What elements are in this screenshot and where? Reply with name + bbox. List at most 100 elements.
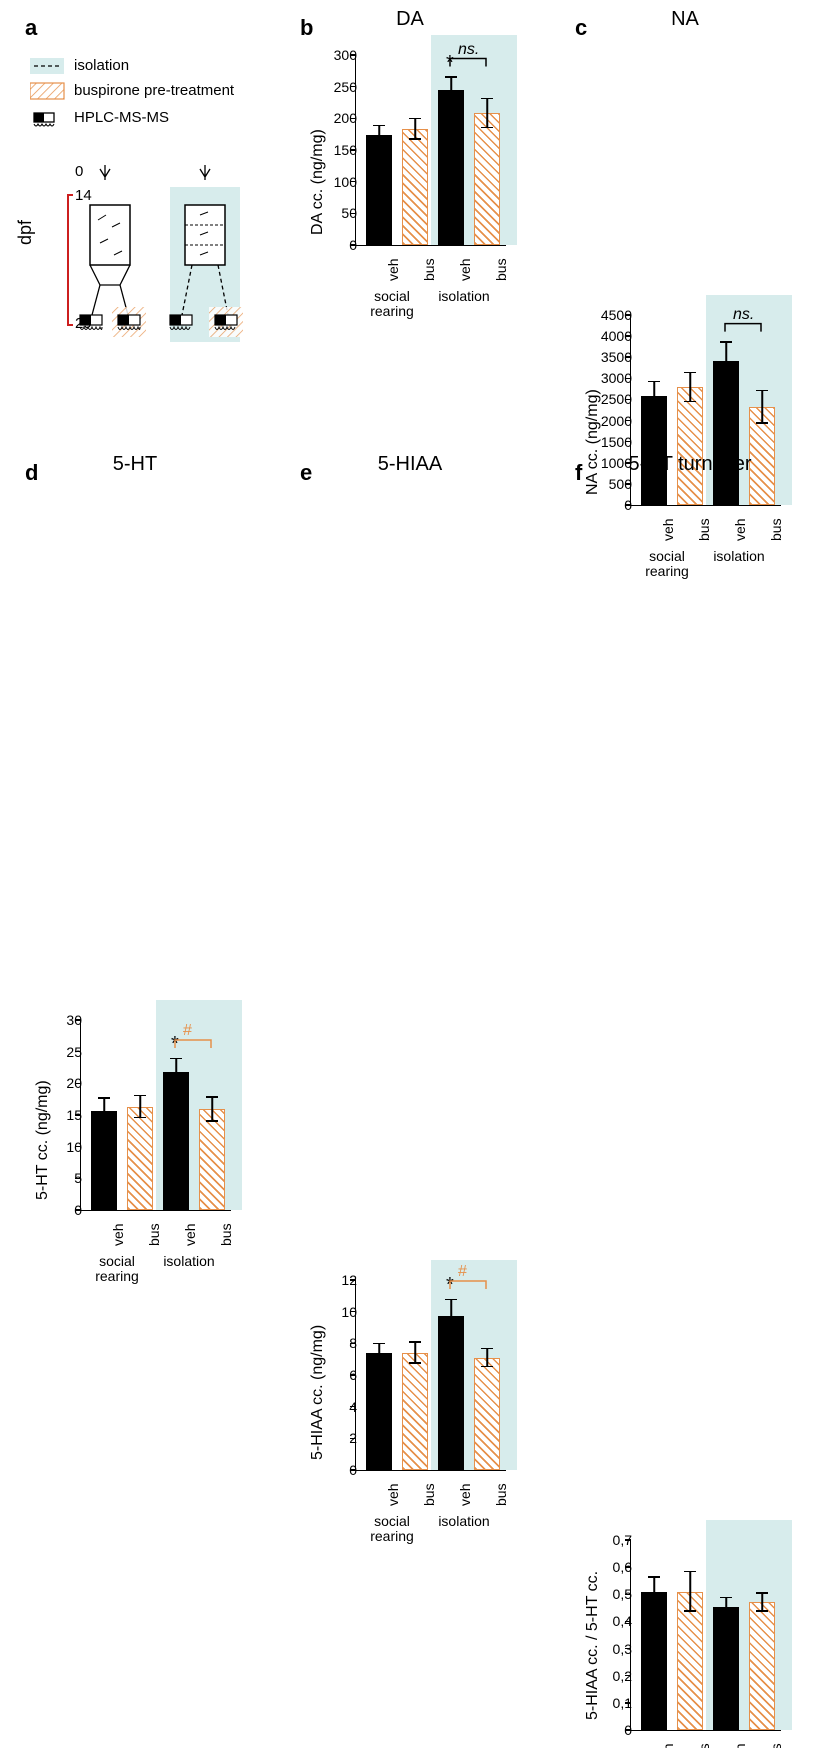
x-group-isolation: isolation: [429, 1514, 499, 1529]
x-group-isolation: isolation: [429, 289, 499, 304]
bar: [438, 90, 464, 245]
y-tick-label: 4: [349, 1399, 357, 1415]
y-tick-label: 4500: [601, 307, 632, 323]
error-cap: [373, 1343, 385, 1345]
error-bar: [486, 1348, 488, 1367]
x-category-label: bus: [768, 1743, 784, 1748]
error-cap: [98, 1122, 110, 1124]
panel-letter-b: b: [300, 15, 313, 41]
error-cap: [445, 1299, 457, 1301]
error-cap: [648, 409, 660, 411]
dpf-axis-label: dpf: [15, 220, 36, 245]
error-bar: [450, 1299, 452, 1334]
error-cap: [684, 401, 696, 403]
bar: [474, 113, 500, 245]
significance-star: *: [446, 1274, 454, 1297]
error-bar: [103, 1098, 105, 1123]
figure-root: a isolation buspirone pre-treatment H: [0, 0, 837, 874]
x-group-social: socialrearing: [632, 549, 702, 580]
y-tick-label: 100: [334, 174, 357, 190]
panel-letter-d: d: [25, 460, 38, 486]
bar: [677, 387, 703, 505]
bracket-label: ns.: [733, 306, 754, 324]
y-axis-title: 5-HIAA cc. (ng/mg): [309, 1325, 327, 1460]
y-tick-label: 10: [341, 1304, 357, 1320]
error-cap: [756, 390, 768, 392]
error-cap: [206, 1096, 218, 1098]
y-tick-label: 4000: [601, 328, 632, 344]
error-bar: [175, 1058, 177, 1086]
error-cap: [481, 1348, 493, 1350]
error-cap: [170, 1058, 182, 1060]
panel-letter-a: a: [25, 15, 37, 41]
x-category-label: bus: [421, 258, 437, 281]
y-tick-label: 0,1: [613, 1695, 632, 1711]
y-tick-label: 10: [66, 1139, 82, 1155]
bar: [366, 1353, 392, 1470]
bar: [438, 1316, 464, 1470]
error-cap: [684, 372, 696, 374]
x-category-label: bus: [218, 1223, 234, 1246]
legend-isolation-label: isolation: [74, 57, 129, 74]
panel-f: 00,10,20,30,40,50,60,75-HIAA cc. / 5-HT …: [580, 1520, 790, 1748]
error-cap: [409, 1341, 421, 1343]
dpf-tick-14: 14: [75, 187, 92, 204]
y-tick-label: 0: [624, 1722, 632, 1738]
x-category-label: bus: [493, 1483, 509, 1506]
y-tick-label: 25: [66, 1044, 82, 1060]
panel-a-legend: isolation buspirone pre-treatment HPLC-M…: [30, 55, 260, 150]
y-tick-label: 30: [66, 1012, 82, 1028]
significance-star: *: [446, 52, 454, 75]
x-category-label: bus: [421, 1483, 437, 1506]
bar: [91, 1111, 117, 1210]
error-cap: [373, 1361, 385, 1363]
x-category-label: veh: [385, 1483, 401, 1506]
error-cap: [170, 1084, 182, 1086]
error-cap: [481, 127, 493, 129]
error-bar: [761, 390, 763, 424]
error-cap: [373, 125, 385, 127]
y-tick-label: 6: [349, 1367, 357, 1383]
plot-area: [630, 315, 781, 506]
error-cap: [756, 1610, 768, 1612]
y-tick-label: 15: [66, 1107, 82, 1123]
panel-letter-f: f: [575, 460, 582, 486]
x-group-isolation: isolation: [704, 549, 774, 564]
y-tick-label: 0,3: [613, 1641, 632, 1657]
plot-area: *: [355, 55, 506, 246]
error-bar: [414, 118, 416, 140]
y-tick-label: 200: [334, 110, 357, 126]
bar: [641, 396, 667, 505]
y-tick-label: 0: [74, 1202, 82, 1218]
panel-b: *050100150200250300DA cc. (ng/mg)vehbusv…: [305, 35, 515, 295]
error-bar: [689, 1571, 691, 1612]
y-axis-title: 5-HIAA cc. / 5-HT cc.: [584, 1571, 602, 1720]
error-cap: [684, 1610, 696, 1612]
x-category-label: veh: [660, 1743, 676, 1748]
error-cap: [684, 1571, 696, 1573]
x-category-label: bus: [696, 518, 712, 541]
error-cap: [445, 103, 457, 105]
y-tick-label: 0: [349, 1462, 357, 1478]
legend-hplc-label: HPLC-MS-MS: [74, 109, 169, 126]
plot-area: *: [355, 1280, 506, 1471]
bar: [474, 1358, 500, 1470]
error-bar: [378, 1343, 380, 1362]
bracket-label: #: [183, 1022, 192, 1040]
error-cap: [409, 138, 421, 140]
error-bar: [725, 342, 727, 382]
error-bar: [450, 77, 452, 105]
error-cap: [720, 1597, 732, 1599]
error-cap: [720, 1615, 732, 1617]
x-category-label: veh: [732, 1743, 748, 1748]
bar: [163, 1072, 189, 1210]
x-group-social: socialrearing: [357, 1514, 427, 1545]
x-group-social: socialrearing: [82, 1254, 152, 1285]
x-category-label: veh: [110, 1223, 126, 1246]
panel-letter-e: e: [300, 460, 312, 486]
y-axis-title: DA cc. (ng/mg): [309, 129, 327, 235]
title-b: DA: [350, 8, 470, 31]
y-tick-label: 1500: [601, 434, 632, 450]
y-tick-label: 8: [349, 1335, 357, 1351]
panel-d: *0510152025305-HT cc. (ng/mg)vehbusvehbu…: [30, 1000, 240, 1260]
